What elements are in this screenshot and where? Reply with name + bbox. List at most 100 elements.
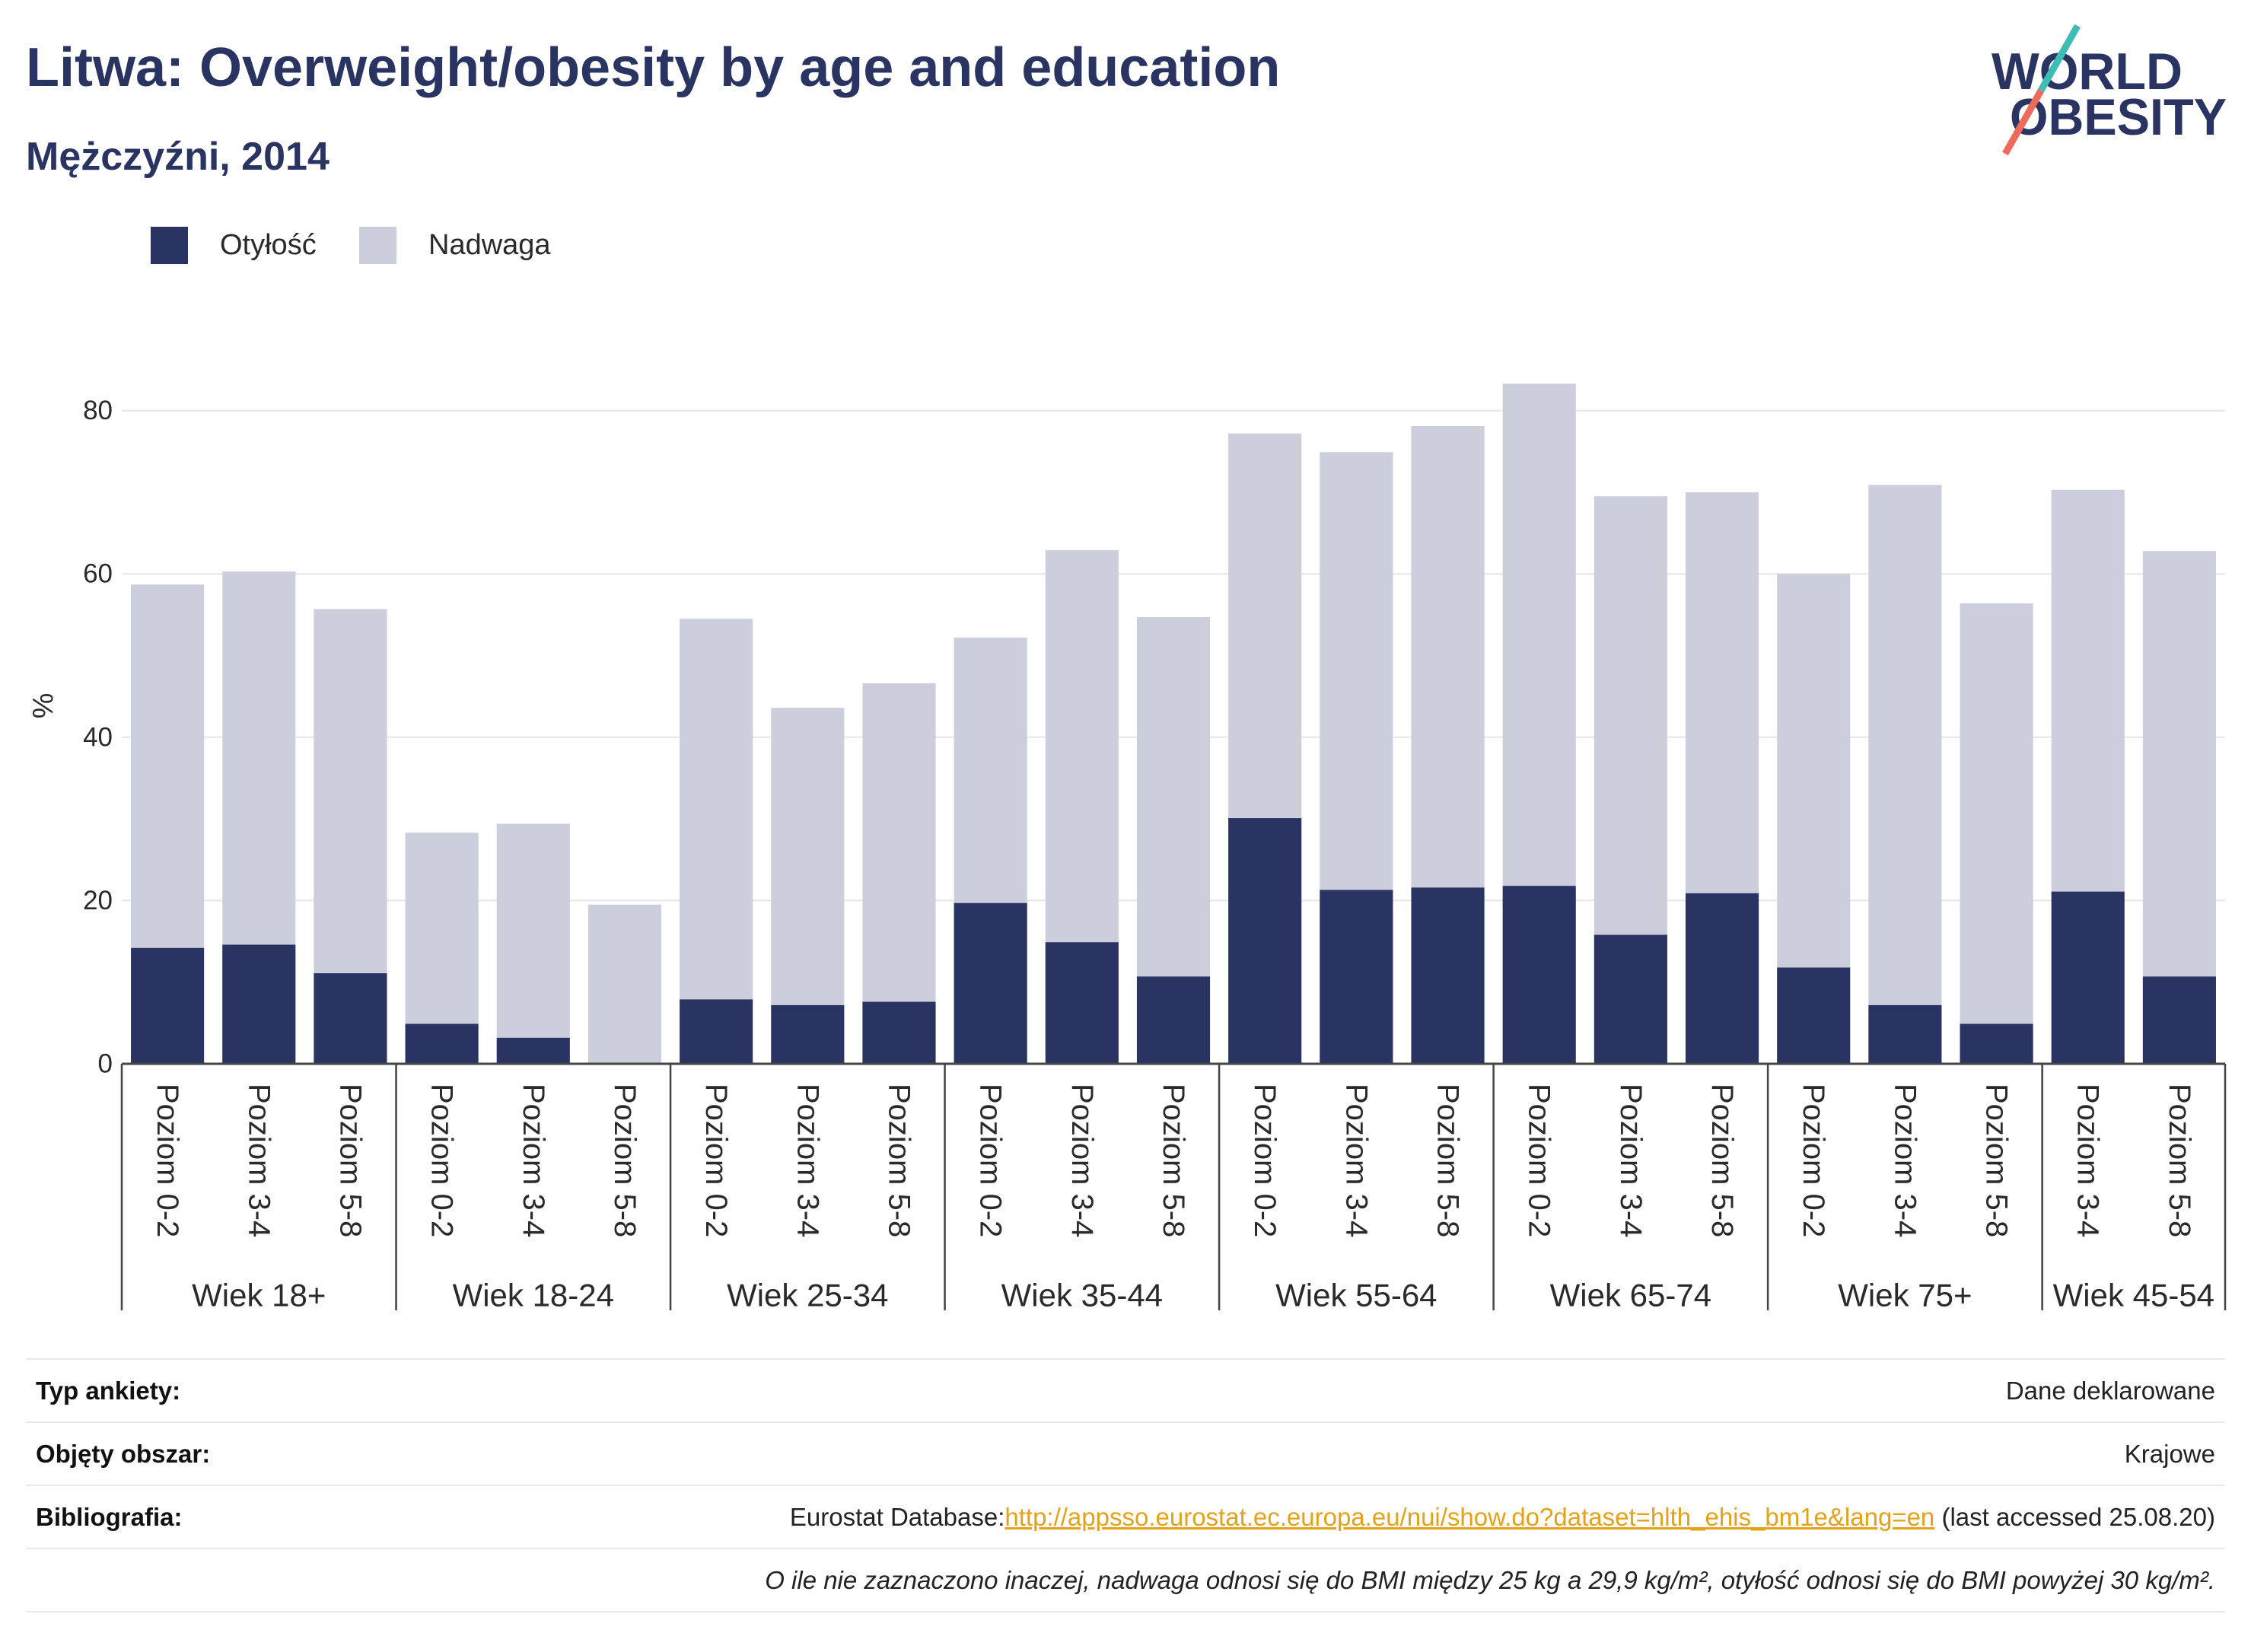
x-tick-label: Poziom 5-8 [608, 1084, 642, 1237]
age-group-label: Wiek 18-24 [453, 1278, 614, 1313]
age-group-label: Wiek 65-74 [1550, 1278, 1711, 1313]
overweight-bar [1411, 426, 1485, 888]
bibliography-row: Bibliografia: Eurostat Database:http://a… [26, 1485, 2225, 1548]
logo-text-obesity: OBESITY [2010, 88, 2227, 146]
bibliography-value: Eurostat Database:http://appsso.eurostat… [790, 1503, 2215, 1532]
overweight-bar [587, 904, 662, 1064]
x-tick-label: Poziom 0-2 [1523, 1084, 1556, 1237]
overweight-bar [1685, 492, 1759, 893]
age-group-label: Wiek 18+ [192, 1278, 326, 1313]
y-tick-label: 40 [83, 722, 113, 752]
legend-label-overweight: Nadwaga [428, 229, 551, 261]
y-tick-label: 80 [83, 396, 113, 425]
obesity-bar [222, 944, 296, 1064]
survey-type-value: Dane deklarowane [2005, 1376, 2215, 1405]
obesity-bar [1868, 1004, 1942, 1064]
overweight-bar [131, 584, 205, 948]
obesity-bar [2142, 976, 2216, 1064]
x-tick-label: Poziom 5-8 [882, 1084, 915, 1237]
legend-label-obesity: Otyłość [220, 229, 317, 261]
age-group-label: Wiek 45-54 [2053, 1278, 2214, 1313]
obesity-bar [1594, 934, 1667, 1064]
obesity-bar [1960, 1023, 2033, 1064]
x-tick-label: Poziom 0-2 [699, 1084, 733, 1237]
x-tick-label: Poziom 3-4 [517, 1084, 550, 1237]
bars [131, 384, 2216, 1064]
x-tick-label: Poziom 3-4 [2071, 1084, 2105, 1237]
overweight-bar [680, 619, 753, 1000]
overweight-bar [954, 637, 1027, 903]
age-group-label: Wiek 25-34 [727, 1278, 888, 1313]
bibliography-source: Eurostat Database: [789, 1502, 1005, 1531]
x-tick-label: Poziom 5-8 [2163, 1084, 2196, 1237]
obesity-bar [314, 972, 387, 1064]
overweight-bar [1502, 384, 1576, 886]
overweight-bar [1228, 433, 1302, 819]
legend-item-overweight[interactable]: Nadwaga [359, 227, 551, 264]
obesity-bar [131, 947, 205, 1064]
x-tick-label: Poziom 3-4 [1614, 1084, 1648, 1237]
overweight-bar [1868, 485, 1942, 1005]
survey-type-label: Typ ankiety: [36, 1376, 181, 1405]
x-tick-label: Poziom 5-8 [1431, 1084, 1465, 1237]
obesity-bar [2051, 891, 2125, 1064]
x-tick-label: Poziom 0-2 [1797, 1084, 1830, 1237]
bibliography-accessed: (last accessed 25.08.20) [1934, 1502, 2215, 1531]
x-tick-label: Poziom 5-8 [1705, 1084, 1739, 1237]
obesity-bar [1136, 976, 1211, 1064]
logo-slash-bottom [2002, 88, 2044, 156]
bmi-definition-note: O ile nie zaznaczono inaczej, nadwaga od… [765, 1565, 2215, 1594]
x-tick-label: Poziom 3-4 [242, 1084, 275, 1237]
overweight-bar [2142, 551, 2216, 977]
overweight-bar [405, 832, 479, 1024]
survey-type-row: Typ ankiety: Dane deklarowane [26, 1358, 2225, 1421]
legend-item-obesity[interactable]: Otyłość [151, 227, 317, 264]
obesity-bar [1777, 967, 1851, 1064]
logo-slash-top [2038, 24, 2081, 93]
obesity-bar [771, 1004, 845, 1064]
obesity-bar [680, 999, 753, 1064]
y-axis-title: % [27, 693, 59, 719]
chart-title: Litwa: Overweight/obesity by age and edu… [26, 37, 1281, 98]
overweight-bar [2051, 489, 2125, 892]
chart-plot: Poziom 0-2 Poziom 3-4 Poziom 5-8 Wiek 18+ Po… [27, 384, 2227, 1313]
overweight-bar [862, 683, 936, 1002]
x-tick-label: Poziom 5-8 [1980, 1084, 2014, 1237]
coverage-value: Krajowe [2124, 1439, 2215, 1468]
age-group-label: Wiek 55-64 [1275, 1278, 1437, 1313]
obesity-bar [1411, 887, 1485, 1064]
obesity-bar [1685, 893, 1759, 1064]
x-axis: Poziom 0-2 Poziom 3-4 Poziom 5-8 Wiek 18+ Po… [120, 1062, 2227, 1313]
obesity-bar [1228, 818, 1302, 1064]
overweight-bar [222, 571, 296, 945]
obesity-bar [405, 1023, 479, 1064]
x-tick-label: Poziom 3-4 [791, 1084, 824, 1237]
world-obesity-logo: WORLD OBESITY [1992, 24, 2227, 156]
legend-swatch-obesity [151, 227, 188, 264]
overweight-bar [1594, 496, 1667, 935]
y-axis: 0 20 40 60 80% [27, 396, 113, 1078]
logo-text-world: WORLD [1992, 43, 2183, 100]
x-tick-label: Poziom 0-2 [425, 1084, 459, 1237]
overweight-bar [1045, 550, 1119, 943]
age-group-label: Wiek 75+ [1838, 1278, 1972, 1313]
obesity-bar [1045, 942, 1119, 1064]
x-tick-label: Poziom 0-2 [1248, 1084, 1282, 1237]
x-tick-label: Poziom 5-8 [1157, 1084, 1190, 1237]
age-group-label: Wiek 35-44 [1001, 1278, 1163, 1313]
overweight-bar [1960, 603, 2033, 1024]
definition-note-row: O ile nie zaznaczono inaczej, nadwaga od… [26, 1548, 2225, 1612]
x-tick-label: Poziom 0-2 [974, 1084, 1008, 1237]
coverage-row: Objęty obszar: Krajowe [26, 1421, 2225, 1485]
obesity-bar [954, 902, 1027, 1064]
obesity-bar [862, 1001, 936, 1064]
metadata-table: Typ ankiety: Dane deklarowane Objęty obs… [26, 1358, 2225, 1612]
legend-swatch-overweight [359, 227, 396, 264]
overweight-bar [314, 609, 387, 973]
y-tick-label: 0 [98, 1049, 113, 1079]
overweight-bar [771, 708, 845, 1005]
bibliography-link[interactable]: http://appsso.eurostat.ec.europa.eu/nui/… [1005, 1502, 1935, 1531]
obesity-bar [1502, 886, 1576, 1064]
x-tick-label: Poziom 3-4 [1888, 1084, 1921, 1237]
obesity-bar [496, 1037, 570, 1064]
